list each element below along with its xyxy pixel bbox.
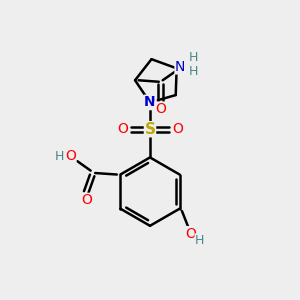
Text: O: O <box>65 149 76 163</box>
Text: O: O <box>185 227 196 241</box>
Text: N: N <box>175 60 185 74</box>
Text: O: O <box>81 194 92 207</box>
Text: N: N <box>144 95 156 110</box>
Text: H: H <box>55 150 64 163</box>
Text: S: S <box>145 122 155 137</box>
Text: O: O <box>172 122 183 136</box>
Text: H: H <box>188 52 198 64</box>
Text: N: N <box>144 95 156 110</box>
Text: H: H <box>195 234 205 247</box>
Text: H: H <box>188 65 198 78</box>
Text: O: O <box>117 122 128 136</box>
Text: O: O <box>155 102 166 116</box>
